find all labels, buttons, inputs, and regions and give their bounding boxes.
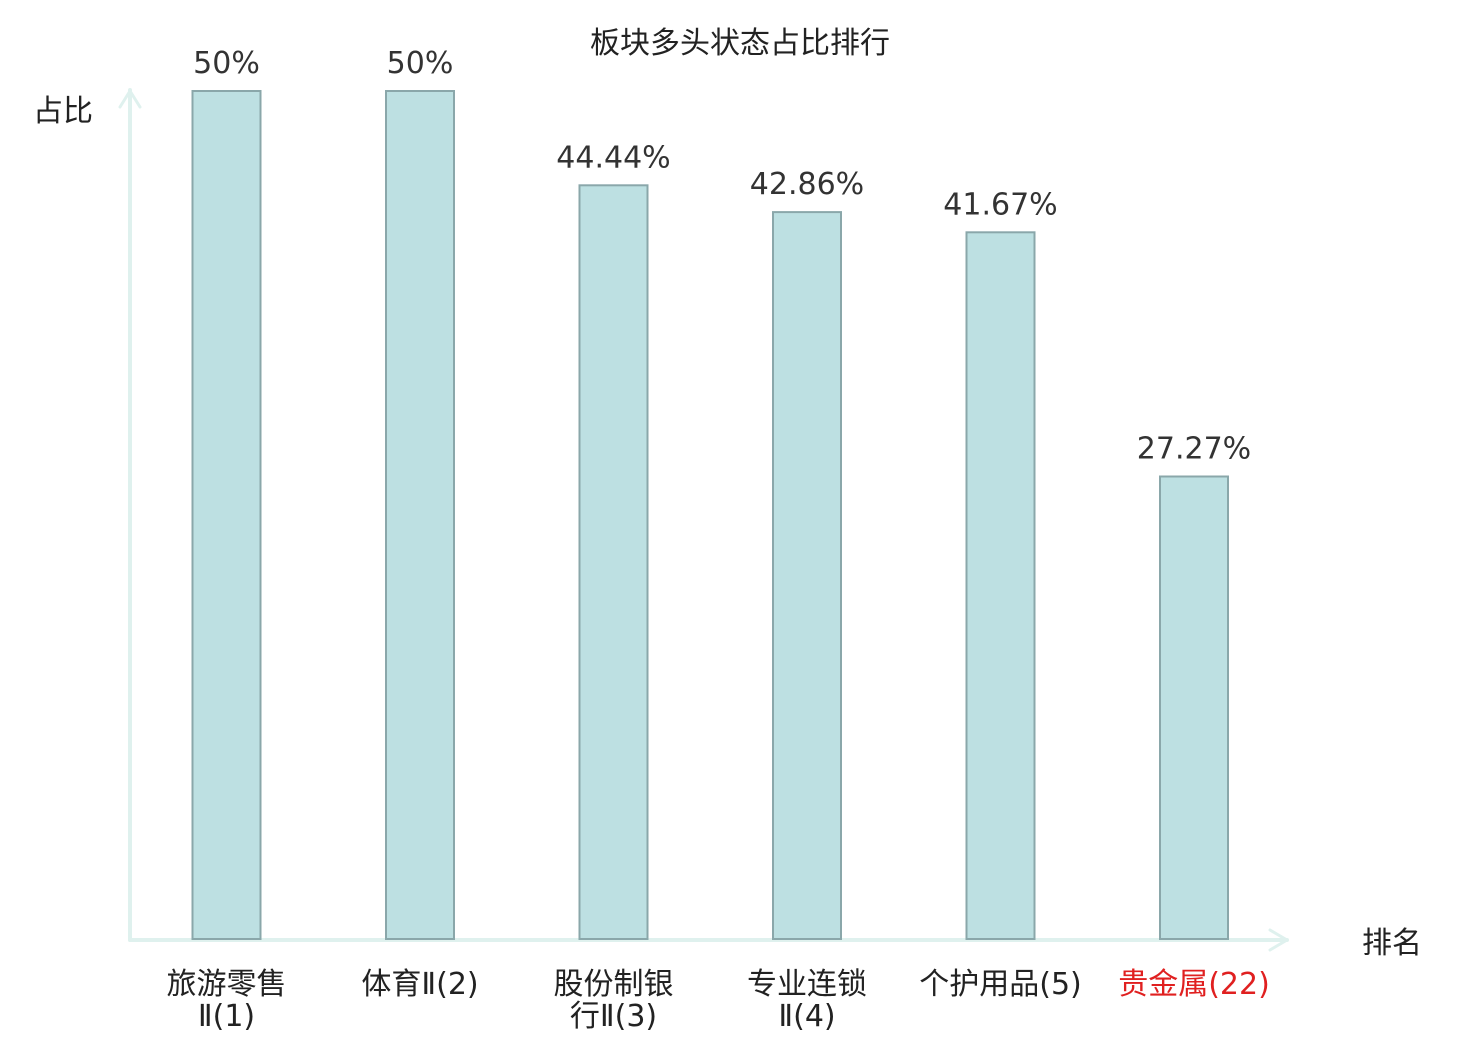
bar-value-label: 42.86% bbox=[750, 167, 864, 202]
x-axis: 排名 bbox=[128, 926, 1422, 961]
x-tick-label: 个护用品(5) bbox=[919, 967, 1082, 1002]
bars bbox=[191, 90, 1229, 941]
x-tick-label: 旅游零售 bbox=[167, 967, 287, 1002]
y-axis: 占比 bbox=[33, 88, 142, 942]
bar-value-label: 50% bbox=[193, 46, 260, 81]
bar bbox=[965, 231, 1036, 941]
value-labels: 50% 50% 44.44% 42.86% 41.67% 27.27% bbox=[193, 46, 1251, 467]
bar bbox=[772, 211, 842, 941]
bar-value-label: 44.44% bbox=[556, 140, 670, 175]
x-tick-label: 专业连锁 bbox=[747, 967, 867, 1002]
x-axis-arrow bbox=[1268, 928, 1289, 952]
x-tick-label: Ⅱ(1) bbox=[198, 999, 255, 1034]
y-axis-arrow bbox=[118, 89, 142, 109]
bar-value-label: 27.27% bbox=[1137, 432, 1251, 467]
bar bbox=[385, 90, 455, 940]
bar-value-label: 41.67% bbox=[943, 187, 1057, 222]
x-tick-label: Ⅱ(4) bbox=[778, 999, 835, 1034]
x-tick-label: 体育Ⅱ(2) bbox=[361, 967, 478, 1002]
bar bbox=[191, 90, 262, 940]
chart-title: 板块多头状态占比排行 bbox=[590, 26, 890, 61]
bar bbox=[578, 184, 649, 941]
bar bbox=[1159, 475, 1229, 940]
y-axis-label: 占比 bbox=[33, 94, 93, 129]
x-axis-label: 排名 bbox=[1362, 926, 1422, 961]
x-tick-label: 股份制银 bbox=[554, 967, 674, 1002]
bar-value-label: 50% bbox=[387, 46, 454, 81]
x-tick-label: 贵金属(22) bbox=[1118, 967, 1270, 1002]
x-tick-label: 行Ⅱ(3) bbox=[570, 999, 657, 1034]
